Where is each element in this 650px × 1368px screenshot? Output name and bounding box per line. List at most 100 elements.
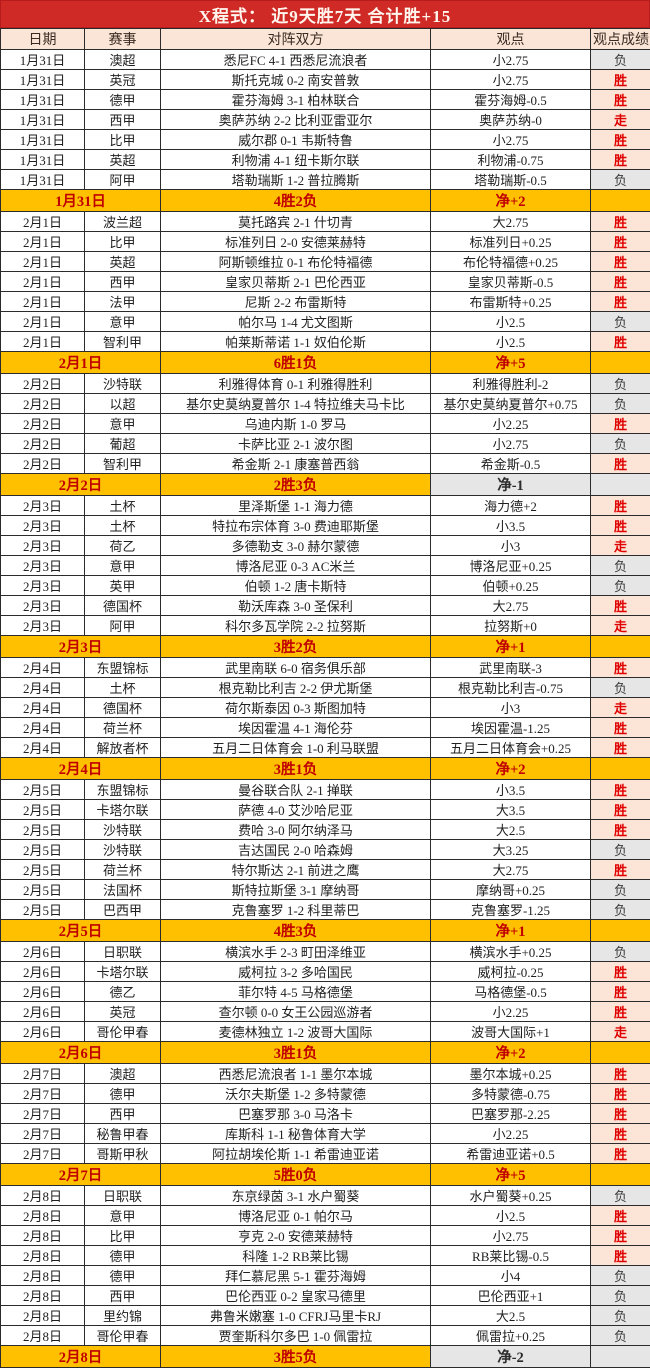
pick-cell: 根克勒比利吉-0.75 bbox=[431, 678, 591, 698]
summary-result-spacer-cell bbox=[591, 474, 650, 496]
summary-record-cell: 3胜1负 bbox=[161, 758, 431, 780]
league-cell: 英甲 bbox=[85, 576, 161, 596]
league-cell: 葡超 bbox=[85, 434, 161, 454]
matchup-cell: 巴塞罗那 3-0 马洛卡 bbox=[161, 1104, 431, 1124]
matchup-cell: 亨克 2-0 安德莱赫特 bbox=[161, 1226, 431, 1246]
league-cell: 秘鲁甲春 bbox=[85, 1124, 161, 1144]
date-cell: 2月3日 bbox=[1, 516, 85, 536]
pick-cell: 小2.75 bbox=[431, 130, 591, 150]
matchup-cell: 伯顿 1-2 唐卡斯特 bbox=[161, 576, 431, 596]
league-cell: 西甲 bbox=[85, 1286, 161, 1306]
date-cell: 2月2日 bbox=[1, 394, 85, 414]
matchup-cell: 博洛尼亚 0-1 帕尔马 bbox=[161, 1206, 431, 1226]
pick-cell: 拉努斯+0 bbox=[431, 616, 591, 636]
summary-record-cell: 2胜3负 bbox=[161, 474, 431, 496]
pick-cell: 小2.25 bbox=[431, 414, 591, 434]
matchup-cell: 费哈 3-0 阿尔纳泽马 bbox=[161, 820, 431, 840]
result-cell: 胜 bbox=[591, 332, 650, 352]
matchup-cell: 东京绿茵 3-1 水户蜀葵 bbox=[161, 1186, 431, 1206]
date-cell: 2月1日 bbox=[1, 312, 85, 332]
result-cell: 负 bbox=[591, 678, 650, 698]
pick-cell: 多特蒙德-0.75 bbox=[431, 1084, 591, 1104]
league-cell: 德国杯 bbox=[85, 698, 161, 718]
pick-cell: 大2.75 bbox=[431, 596, 591, 616]
betting-record-sheet: X程式： 近9天胜7天 合计胜+15 日期 赛事 对阵双方 观点 观点成绩 1月… bbox=[0, 0, 650, 1230]
pick-cell: 克鲁塞罗-1.25 bbox=[431, 900, 591, 920]
pick-cell: 小4 bbox=[431, 1266, 591, 1286]
matchup-cell: 吉达国民 2-0 哈森姆 bbox=[161, 840, 431, 860]
pick-cell: 基尔史莫纳夏普尔+0.75 bbox=[431, 394, 591, 414]
summary-date-cell: 2月5日 bbox=[1, 920, 161, 942]
summary-result-spacer-cell bbox=[591, 636, 650, 658]
pick-cell: 大2.75 bbox=[431, 212, 591, 232]
date-cell: 2月4日 bbox=[1, 658, 85, 678]
summary-result-spacer-cell bbox=[591, 352, 650, 374]
league-cell: 意甲 bbox=[85, 414, 161, 434]
pick-cell: 博洛尼亚+0.25 bbox=[431, 556, 591, 576]
pick-cell: 小2.75 bbox=[431, 50, 591, 70]
matchup-cell: 卡萨比亚 2-1 波尔图 bbox=[161, 434, 431, 454]
result-cell: 胜 bbox=[591, 272, 650, 292]
result-cell: 胜 bbox=[591, 454, 650, 474]
league-cell: 东盟锦标 bbox=[85, 658, 161, 678]
result-cell: 胜 bbox=[591, 292, 650, 312]
result-cell: 负 bbox=[591, 1306, 650, 1326]
result-cell: 胜 bbox=[591, 738, 650, 758]
date-cell: 2月7日 bbox=[1, 1144, 85, 1164]
league-cell: 哥伦甲春 bbox=[85, 1326, 161, 1346]
result-cell: 胜 bbox=[591, 414, 650, 434]
matchup-cell: 斯特拉斯堡 3-1 摩纳哥 bbox=[161, 880, 431, 900]
league-cell: 里约锦 bbox=[85, 1306, 161, 1326]
matchup-cell: 麦德林独立 1-2 波哥大国际 bbox=[161, 1022, 431, 1042]
results-table: 日期 赛事 对阵双方 观点 观点成绩 1月31日澳超悉尼FC 4-1 西悉尼流浪… bbox=[0, 28, 650, 1368]
league-cell: 德甲 bbox=[85, 1246, 161, 1266]
pick-cell: 波哥大国际+1 bbox=[431, 1022, 591, 1042]
summary-record-cell: 4胜2负 bbox=[161, 190, 431, 212]
league-cell: 哥斯甲秋 bbox=[85, 1144, 161, 1164]
pick-cell: 小2.75 bbox=[431, 1226, 591, 1246]
date-cell: 1月31日 bbox=[1, 90, 85, 110]
matchup-cell: 希金斯 2-1 康塞普西翁 bbox=[161, 454, 431, 474]
league-cell: 意甲 bbox=[85, 556, 161, 576]
result-cell: 走 bbox=[591, 1022, 650, 1042]
league-cell: 哥伦甲春 bbox=[85, 1022, 161, 1042]
result-cell: 胜 bbox=[591, 1226, 650, 1246]
league-cell: 比甲 bbox=[85, 130, 161, 150]
league-cell: 巴西甲 bbox=[85, 900, 161, 920]
date-cell: 1月31日 bbox=[1, 70, 85, 90]
matchup-cell: 多德勒支 3-0 赫尔蒙德 bbox=[161, 536, 431, 556]
result-cell: 胜 bbox=[591, 1064, 650, 1084]
matchup-cell: 霍芬海姆 3-1 柏林联合 bbox=[161, 90, 431, 110]
date-cell: 2月3日 bbox=[1, 496, 85, 516]
date-cell: 2月5日 bbox=[1, 900, 85, 920]
summary-result-spacer-cell bbox=[591, 1042, 650, 1064]
pick-cell: RB莱比锡-0.5 bbox=[431, 1246, 591, 1266]
league-cell: 意甲 bbox=[85, 1206, 161, 1226]
result-cell: 胜 bbox=[591, 658, 650, 678]
result-cell: 负 bbox=[591, 1186, 650, 1206]
date-cell: 2月8日 bbox=[1, 1266, 85, 1286]
date-cell: 2月5日 bbox=[1, 780, 85, 800]
pick-cell: 小2.25 bbox=[431, 1124, 591, 1144]
pick-cell: 小2.5 bbox=[431, 332, 591, 352]
matchup-cell: 特拉布宗体育 3-0 费迪耶斯堡 bbox=[161, 516, 431, 536]
pick-cell: 海力德+2 bbox=[431, 496, 591, 516]
league-cell: 西甲 bbox=[85, 110, 161, 130]
